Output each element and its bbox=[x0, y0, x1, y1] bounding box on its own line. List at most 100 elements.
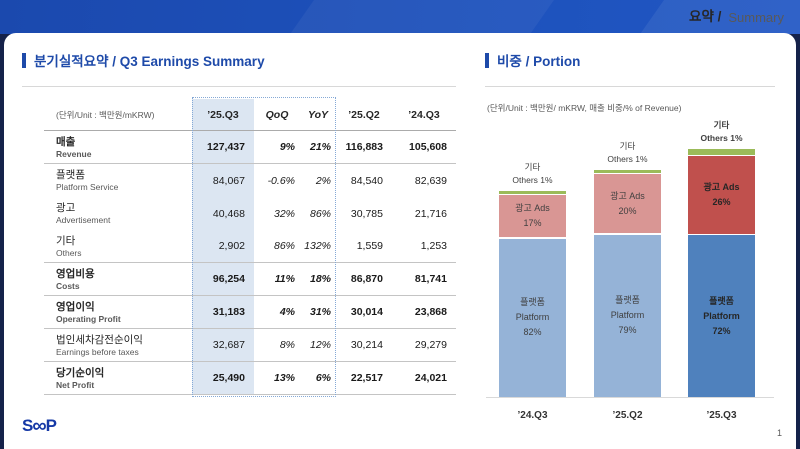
left-divider bbox=[22, 86, 456, 87]
column-header-24q3: ’24.Q3 bbox=[408, 108, 440, 121]
others-label-en: Others 1% bbox=[512, 175, 553, 186]
header-title-en: Summary bbox=[728, 9, 784, 25]
cell-revenue-col2: 9% bbox=[279, 141, 295, 153]
cell-operating-profit-col4: 30,014 bbox=[350, 306, 383, 318]
segment-ads-25Q2: 광고 Ads 20% bbox=[594, 174, 661, 234]
row-label-ko: 영업비용 bbox=[56, 267, 95, 280]
cell-operating-profit-col3: 31% bbox=[309, 306, 331, 318]
platform-label-ko: 플랫폼 bbox=[520, 297, 545, 308]
cell-net-profit-col5: 24,021 bbox=[414, 372, 447, 384]
header-bar: 요약 / Summary bbox=[0, 0, 800, 34]
segment-platform-25Q3: 플랫폼 Platform 72% bbox=[688, 235, 755, 397]
ads-label-pct: 17% bbox=[523, 218, 542, 229]
row-label-ko: 영업이익 bbox=[56, 300, 95, 313]
row-label-ko: 법인세차감전순이익 bbox=[56, 333, 143, 346]
platform-label-en: Platform bbox=[610, 310, 645, 321]
logo-letter: P bbox=[45, 416, 57, 435]
others-label-en: Others 1% bbox=[700, 133, 743, 143]
row-label-earnings-before-taxes: 법인세차감전순이익 Earnings before taxes bbox=[44, 334, 192, 357]
row-label-en: Platform Service bbox=[56, 182, 119, 192]
cell-costs-col2: 11% bbox=[274, 273, 295, 285]
chart-baseline bbox=[486, 397, 774, 398]
cell-earnings-before-taxes-col1: 32,687 bbox=[212, 339, 245, 351]
row-label-revenue: 매출 Revenue bbox=[44, 136, 192, 159]
cell-net-profit-col1: 25,490 bbox=[212, 372, 245, 384]
portion-title: 비중 / Portion bbox=[485, 50, 580, 70]
segment-others-25Q3 bbox=[688, 149, 755, 155]
cell-others-col1: 2,902 bbox=[218, 240, 245, 252]
chart-unit-note: (단위/Unit : 백만원/ mKRW, 매출 비중/% of Revenue… bbox=[487, 103, 682, 113]
row-label-en: Operating Profit bbox=[56, 313, 121, 324]
row-label-advertisement: 광고 Advertisement bbox=[44, 202, 192, 225]
cell-costs-col5: 81,741 bbox=[414, 273, 447, 285]
cell-operating-profit-col1: 31,183 bbox=[212, 306, 245, 318]
row-label-en: Others bbox=[56, 247, 82, 258]
current-quarter-highlight-fill bbox=[192, 99, 254, 395]
cell-costs-col1: 96,254 bbox=[212, 273, 245, 285]
platform-label-ko: 플랫폼 bbox=[709, 295, 734, 306]
stacked-bar-25Q2: 기타 Others 1% 광고 Ads 20% 플랫폼 Platform 79% bbox=[594, 141, 661, 397]
row-label-en: Advertisement bbox=[56, 215, 111, 225]
segment-others-24Q3 bbox=[499, 191, 566, 194]
cell-earnings-before-taxes-col2: 8% bbox=[279, 339, 295, 351]
row-label-en: Revenue bbox=[56, 148, 92, 159]
cell-advertisement-col4: 30,785 bbox=[350, 207, 383, 220]
ads-label-name: 광고 Ads bbox=[610, 190, 645, 201]
table-row-platform-service: 플랫폼 Platform Service 84,067 -0.6% 2% 84,540 82… bbox=[44, 164, 456, 197]
stacked-bar-25Q3: 기타 Others 1% 광고 Ads 26% 플랫폼 Platform 72% bbox=[688, 120, 755, 397]
ads-label-pct: 20% bbox=[618, 205, 637, 216]
row-label-en: Costs bbox=[56, 280, 80, 291]
content-card: 분기실적요약 / Q3 Earnings Summary (단위/Unit : … bbox=[4, 33, 796, 449]
platform-label-pct: 72% bbox=[712, 325, 731, 336]
platform-label-en: Platform bbox=[703, 310, 740, 321]
others-label-ko: 기타 bbox=[524, 162, 541, 173]
cell-platform-service-col4: 84,540 bbox=[350, 174, 383, 187]
cell-others-col4: 1,559 bbox=[356, 240, 383, 252]
cell-platform-service-col3: 2% bbox=[315, 174, 331, 187]
ads-label-name: 광고 Ads bbox=[703, 181, 740, 192]
row-label-ko: 플랫폼 bbox=[56, 169, 85, 181]
cell-advertisement-col3: 86% bbox=[309, 207, 331, 220]
row-label-costs: 영업비용 Costs bbox=[44, 268, 192, 291]
row-label-ko: 광고 bbox=[56, 202, 76, 214]
earnings-table: (단위/Unit : 백만원/mKRW) ’25.Q3 QoQ YoY ’25.… bbox=[44, 97, 456, 397]
cell-net-profit-col3: 6% bbox=[315, 372, 331, 384]
ads-label-name: 광고 Ads bbox=[515, 203, 550, 214]
cell-others-col3: 132% bbox=[304, 240, 331, 252]
others-label-ko: 기타 bbox=[713, 120, 730, 130]
segment-platform-25Q2: 플랫폼 Platform 79% bbox=[594, 234, 661, 397]
cell-platform-service-col1: 84,067 bbox=[212, 174, 245, 187]
logo-infinity-glyph: ∞ bbox=[32, 414, 47, 437]
column-header-25q3: ’25.Q3 bbox=[207, 108, 239, 121]
title-accent-bar bbox=[485, 52, 489, 68]
cell-platform-service-col5: 82,639 bbox=[414, 174, 447, 187]
others-label-en: Others 1% bbox=[607, 153, 648, 164]
right-divider bbox=[485, 86, 775, 87]
earnings-summary-title: 분기실적요약 / Q3 Earnings Summary bbox=[22, 50, 265, 70]
cell-earnings-before-taxes-col4: 30,214 bbox=[350, 339, 383, 351]
cell-revenue-col5: 105,608 bbox=[409, 141, 447, 153]
table-row-net-profit: 당기순이익 Net Profit 25,490 13% 6% 22,517 24,021 bbox=[44, 362, 456, 395]
row-label-platform-service: 플랫폼 Platform Service bbox=[44, 169, 192, 192]
cell-revenue-col3: 21% bbox=[309, 141, 331, 153]
platform-label-pct: 79% bbox=[618, 325, 637, 336]
row-label-others: 기타 Others bbox=[44, 235, 192, 258]
row-label-ko: 기타 bbox=[56, 234, 76, 247]
row-label-en: Net Profit bbox=[56, 379, 95, 390]
row-label-net-profit: 당기순이익 Net Profit bbox=[44, 367, 192, 390]
header-diagonal-decoration bbox=[268, 0, 572, 34]
axis-label-24Q3: ’24.Q3 bbox=[517, 410, 548, 421]
cell-revenue-col4: 116,883 bbox=[345, 141, 383, 153]
table-row-advertisement: 광고 Advertisement 40,468 32% 86% 30,785 21,716 bbox=[44, 197, 456, 230]
stacked-bar-24Q3: 기타 Others 1% 광고 Ads 17% 플랫폼 Platform 82% bbox=[499, 162, 566, 397]
column-header-qoq: QoQ bbox=[265, 108, 289, 121]
others-label-ko: 기타 bbox=[619, 140, 636, 151]
cell-platform-service-col2: -0.6% bbox=[267, 174, 295, 187]
row-label-ko: 매출 bbox=[56, 135, 76, 148]
table-unit-note: (단위/Unit : 백만원/mKRW) bbox=[56, 109, 155, 120]
table-row-costs: 영업비용 Costs 96,254 11% 18% 86,870 81,741 bbox=[44, 263, 456, 296]
platform-label-en: Platform bbox=[515, 312, 550, 323]
portion-chart: 기타 Others 1% 광고 Ads 17% 플랫폼 Platform 82% ’24.Q3… bbox=[478, 120, 778, 421]
column-header-25q2: ’25.Q2 bbox=[348, 108, 380, 121]
